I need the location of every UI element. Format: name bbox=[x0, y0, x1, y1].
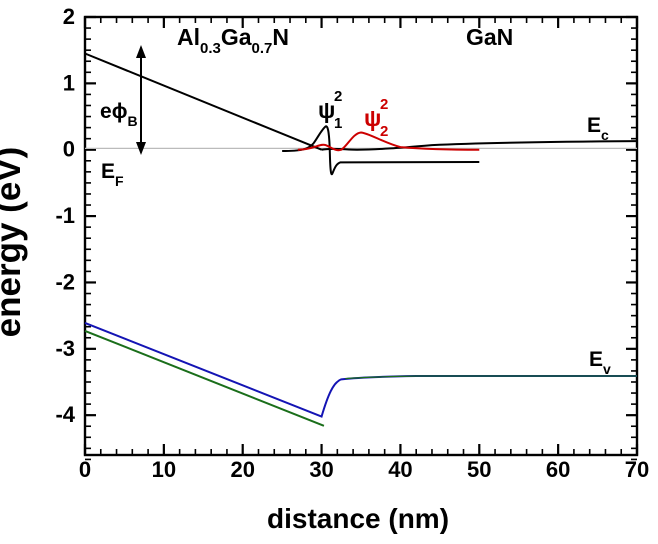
svg-text:20: 20 bbox=[230, 457, 254, 482]
svg-text:60: 60 bbox=[546, 457, 570, 482]
svg-text:2: 2 bbox=[63, 4, 75, 29]
svg-text:10: 10 bbox=[152, 457, 176, 482]
svg-text:2: 2 bbox=[380, 123, 388, 140]
svg-text:40: 40 bbox=[388, 457, 412, 482]
svg-text:-3: -3 bbox=[55, 336, 75, 361]
svg-text:0: 0 bbox=[63, 137, 75, 162]
svg-text:0: 0 bbox=[79, 457, 91, 482]
svg-text:2: 2 bbox=[334, 88, 342, 105]
svg-text:2: 2 bbox=[380, 96, 388, 113]
svg-text:energy (eV): energy (eV) bbox=[0, 147, 28, 338]
svg-text:-2: -2 bbox=[55, 269, 75, 294]
svg-text:1: 1 bbox=[334, 115, 342, 132]
svg-text:ψ: ψ bbox=[364, 105, 381, 131]
svg-text:30: 30 bbox=[309, 457, 333, 482]
svg-text:70: 70 bbox=[625, 457, 649, 482]
svg-text:distance (nm): distance (nm) bbox=[267, 503, 449, 534]
svg-text:-4: -4 bbox=[55, 402, 75, 427]
svg-text:1: 1 bbox=[63, 70, 75, 95]
svg-text:-1: -1 bbox=[55, 203, 75, 228]
svg-text:50: 50 bbox=[467, 457, 491, 482]
svg-text:GaN: GaN bbox=[466, 24, 513, 50]
svg-text:ψ: ψ bbox=[318, 97, 335, 123]
